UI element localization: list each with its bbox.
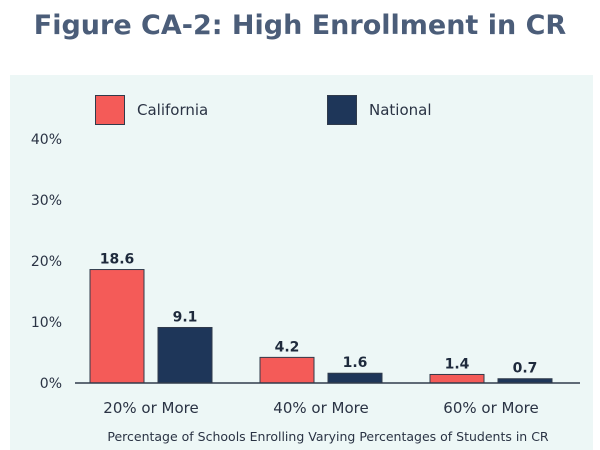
bar-california — [259, 356, 315, 384]
legend-label-california: California — [137, 101, 209, 119]
x-tick-label: 20% or More — [103, 399, 198, 417]
data-label: 18.6 — [100, 252, 135, 268]
chart-panel — [10, 75, 593, 450]
x-tick-label: 60% or More — [443, 399, 538, 417]
bar-national — [157, 326, 213, 384]
bar-california — [89, 269, 145, 384]
data-label: 9.1 — [173, 309, 198, 325]
legend-swatch-california — [95, 95, 125, 125]
data-label: 0.7 — [513, 361, 538, 377]
chart-title: Figure CA-2: High Enrollment in CR — [33, 10, 567, 41]
y-tick-label: 40% — [31, 132, 62, 148]
y-tick-label: 20% — [31, 254, 62, 270]
legend-label-national: National — [369, 101, 432, 119]
x-axis-title: Percentage of Schools Enrolling Varying … — [107, 429, 549, 444]
data-label: 4.2 — [275, 339, 300, 355]
bar-california — [429, 373, 485, 384]
y-tick-label: 30% — [31, 193, 62, 209]
y-tick-label: 0% — [40, 376, 62, 392]
bar-national — [327, 372, 383, 384]
y-tick-label: 10% — [31, 315, 62, 331]
legend-swatch-national — [327, 95, 357, 125]
data-label: 1.4 — [445, 356, 470, 372]
x-tick-label: 40% or More — [273, 399, 368, 417]
data-label: 1.6 — [343, 355, 368, 371]
